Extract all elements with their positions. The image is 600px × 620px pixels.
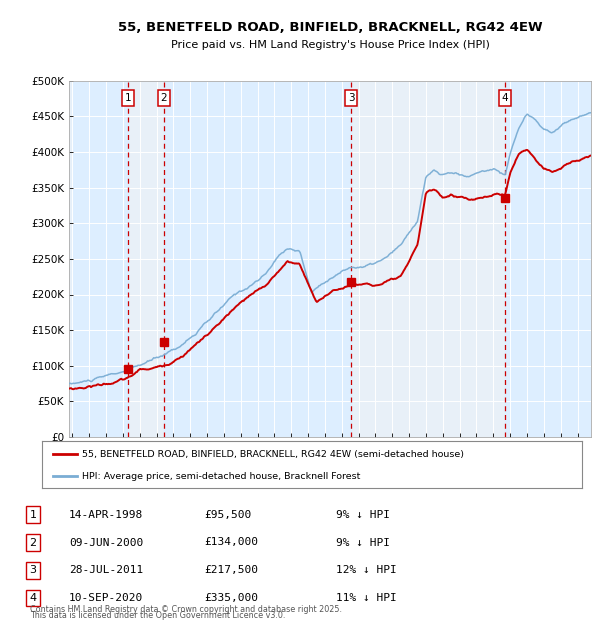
Text: 10-SEP-2020: 10-SEP-2020	[69, 593, 143, 603]
Bar	[505, 81, 591, 437]
Text: Price paid vs. HM Land Registry's House Price Index (HPI): Price paid vs. HM Land Registry's House …	[170, 40, 490, 50]
Text: 2: 2	[161, 93, 167, 103]
Text: 9% ↓ HPI: 9% ↓ HPI	[336, 510, 390, 520]
Text: 11% ↓ HPI: 11% ↓ HPI	[336, 593, 397, 603]
Text: £134,000: £134,000	[204, 538, 258, 547]
Text: 3: 3	[29, 565, 37, 575]
Text: 55, BENETFELD ROAD, BINFIELD, BRACKNELL, RG42 4EW (semi-detached house): 55, BENETFELD ROAD, BINFIELD, BRACKNELL,…	[83, 450, 464, 459]
Text: 12% ↓ HPI: 12% ↓ HPI	[336, 565, 397, 575]
Text: 14-APR-1998: 14-APR-1998	[69, 510, 143, 520]
Bar	[164, 81, 352, 437]
Text: 1: 1	[29, 510, 37, 520]
Text: 2: 2	[29, 538, 37, 547]
Text: 09-JUN-2000: 09-JUN-2000	[69, 538, 143, 547]
Text: 3: 3	[348, 93, 355, 103]
Text: £335,000: £335,000	[204, 593, 258, 603]
Text: 1: 1	[124, 93, 131, 103]
Text: 4: 4	[502, 93, 508, 103]
Text: 28-JUL-2011: 28-JUL-2011	[69, 565, 143, 575]
Text: This data is licensed under the Open Government Licence v3.0.: This data is licensed under the Open Gov…	[30, 611, 286, 620]
Text: £217,500: £217,500	[204, 565, 258, 575]
Text: HPI: Average price, semi-detached house, Bracknell Forest: HPI: Average price, semi-detached house,…	[83, 472, 361, 481]
Text: 9% ↓ HPI: 9% ↓ HPI	[336, 538, 390, 547]
Text: £95,500: £95,500	[204, 510, 251, 520]
Text: Contains HM Land Registry data © Crown copyright and database right 2025.: Contains HM Land Registry data © Crown c…	[30, 604, 342, 614]
Text: 4: 4	[29, 593, 37, 603]
Bar	[73, 81, 128, 437]
Text: 55, BENETFELD ROAD, BINFIELD, BRACKNELL, RG42 4EW: 55, BENETFELD ROAD, BINFIELD, BRACKNELL,…	[118, 22, 542, 34]
